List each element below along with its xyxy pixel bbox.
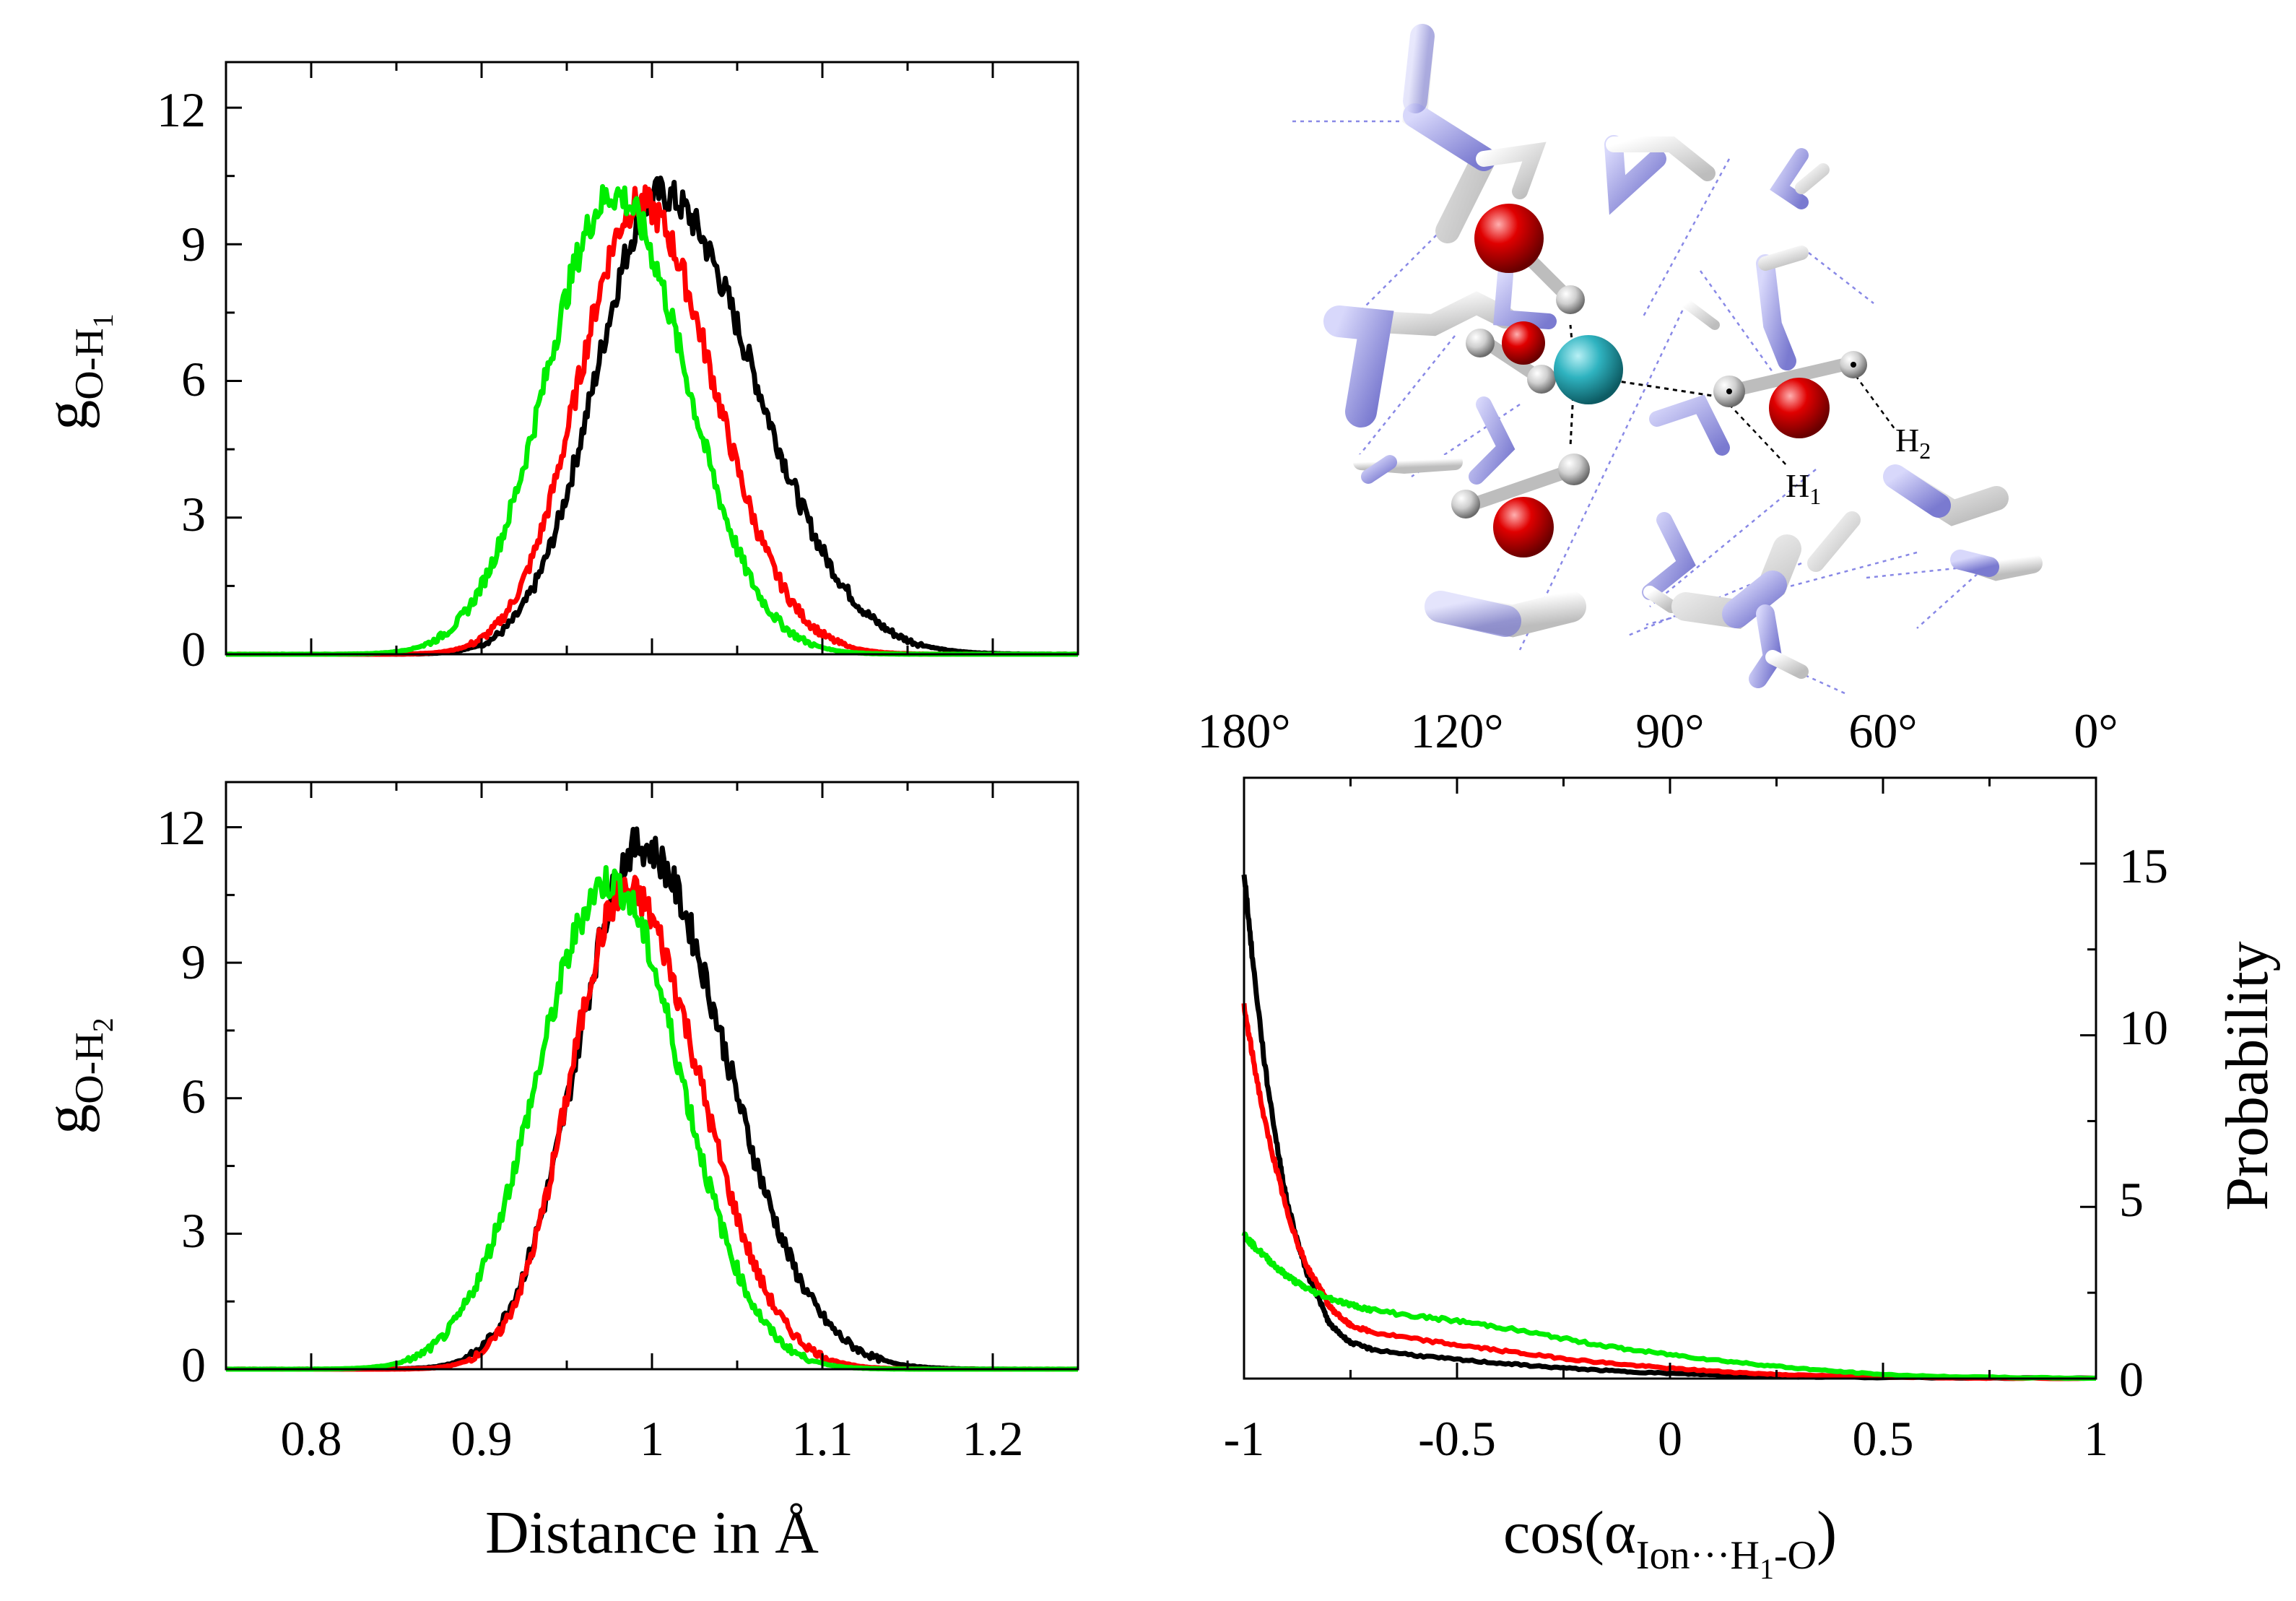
y-axis-title-bottom-right: Probability [2214, 941, 2281, 1210]
water-molecule-top [1474, 204, 1585, 314]
label-h1: H1 [1786, 467, 1821, 509]
panel-bottom-left: 12 9 6 3 0 0.8 0.9 1 1.1 1.2 Distance in… [33, 781, 1079, 1566]
tick-label-x-1: 1 [640, 1411, 664, 1466]
tick-label-y-9-top: 9 [181, 217, 206, 272]
tick-label-x--1: -1 [1224, 1411, 1265, 1466]
series-line-green [225, 183, 1079, 657]
tick-label-y-12-bottom: 12 [157, 800, 206, 855]
top-axis-label-0: 0° [2074, 703, 2118, 758]
axes-frame-top-left [225, 61, 1079, 656]
top-axis-label-180: 180° [1197, 703, 1290, 758]
tick-label-y-9-bottom: 9 [181, 934, 206, 989]
yticks-top-left [225, 62, 1079, 656]
ticks-bottom-right [1243, 778, 2097, 1380]
plot-area-bottom-right [1241, 874, 2097, 1381]
tick-label-x-0: 0 [1658, 1411, 1682, 1466]
water-molecule-left [1466, 321, 1556, 394]
panel-top-left: 12 9 6 3 0 gO-H1 [33, 61, 1079, 677]
top-axis-label-120: 120° [1410, 703, 1503, 758]
tick-label-y-15-right: 15 [2119, 838, 2168, 893]
tick-label-x-0.9: 0.9 [451, 1411, 513, 1466]
tick-label-x-1.1: 1.1 [792, 1411, 853, 1466]
tick-label-y-0-bottom: 0 [181, 1337, 206, 1392]
water-molecule-right [1713, 351, 1867, 438]
series-line-black [1241, 874, 2097, 1381]
solvent-molecules [1323, 24, 2043, 688]
plot-area-bottom-left [225, 826, 1079, 1372]
tick-label-y-6-top: 6 [181, 352, 206, 407]
tick-label-y-3-bottom: 3 [181, 1203, 206, 1258]
axes-frame-bottom-left [225, 781, 1079, 1371]
top-axis-label-90: 90° [1635, 703, 1704, 758]
plot-area-top-left [225, 175, 1079, 657]
water-molecule-bottom [1451, 454, 1590, 557]
series-line-green [225, 864, 1079, 1372]
tick-label-y-0-right: 0 [2119, 1352, 2144, 1407]
top-axis-label-60: 60° [1848, 703, 1917, 758]
tick-label-x--0.5: -0.5 [1418, 1411, 1496, 1466]
tick-label-x-0.8: 0.8 [281, 1411, 342, 1466]
tick-label-y-3-top: 3 [181, 487, 206, 542]
ticks-bottom-left [225, 782, 1079, 1371]
tick-label-x-1-right: 1 [2084, 1411, 2108, 1466]
panel-bottom-right: 180° 120° 90° 60° 0° -1 -0.5 0 0.5 1 15 … [1197, 703, 2281, 1585]
molecular-snapshot: H1 H2 [1292, 24, 2043, 695]
axes-frame-bottom-right [1243, 776, 2097, 1380]
y-axis-title-bottom-left: gO-H2 [33, 1018, 119, 1134]
tick-label-x-0.5: 0.5 [1853, 1411, 1914, 1466]
tick-label-y-10-right: 10 [2119, 1000, 2168, 1055]
x-axis-title-bottom-right: cos(αIon···H1-O) [1503, 1499, 1837, 1585]
label-h2: H2 [1895, 422, 1931, 464]
tick-label-y-12-top: 12 [157, 82, 206, 137]
ion-sphere [1554, 335, 1623, 404]
x-axis-title-bottom-left: Distance in Å [485, 1499, 819, 1566]
tick-label-y-5-right: 5 [2119, 1172, 2144, 1227]
series-line-black [225, 826, 1079, 1372]
y-axis-title-top-left: gO-H1 [33, 313, 119, 430]
tick-label-y-6-bottom: 6 [181, 1069, 206, 1124]
series-line-red [1241, 1003, 2097, 1381]
series-line-green [1241, 1231, 2096, 1381]
series-line-red [225, 875, 1079, 1372]
h-label-leaders [1728, 375, 1897, 467]
tick-label-y-0-top: 0 [181, 622, 206, 677]
tick-label-x-1.2: 1.2 [962, 1411, 1024, 1466]
hbond-lines [1292, 120, 2004, 695]
